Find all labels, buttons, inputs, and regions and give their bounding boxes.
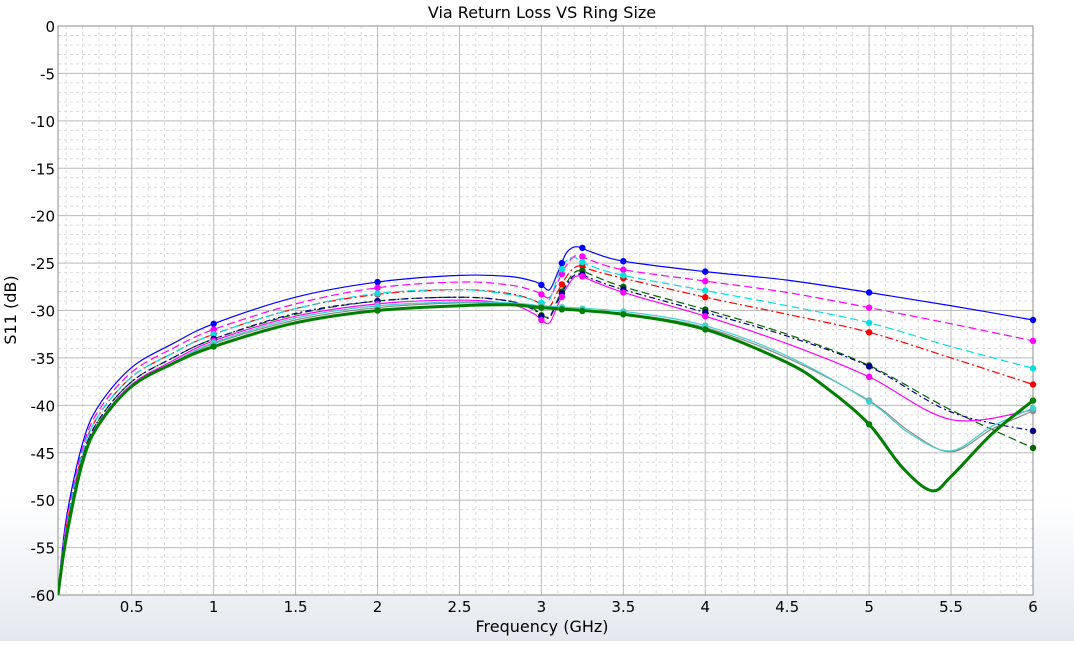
x-tick-label: 0.5 [120, 598, 144, 616]
series-7-marker [865, 373, 873, 381]
series-4-marker [1029, 365, 1037, 372]
series-10-marker [865, 421, 873, 428]
series-7-marker [558, 293, 566, 300]
y-tick-label: -20 [31, 208, 56, 226]
x-tick-label: 5.5 [939, 598, 963, 616]
series-line-10 [58, 303, 1033, 595]
major-grid [58, 25, 1034, 596]
series-line-2 [58, 254, 1033, 595]
x-tick-label: 5 [864, 598, 874, 616]
series-7-marker [702, 312, 709, 320]
series-4-marker [865, 319, 873, 327]
series-10-marker [702, 326, 709, 333]
series-9-marker [374, 302, 381, 309]
series-3-marker [1029, 381, 1037, 388]
series-10-marker [620, 311, 627, 318]
plot-frame [57, 25, 1034, 596]
series-6-marker [865, 363, 873, 370]
y-tick-label: -10 [31, 113, 56, 131]
series-2-marker [538, 291, 545, 298]
series-10-marker [1029, 397, 1037, 404]
series-7-marker [620, 289, 627, 296]
series-2-marker [374, 284, 381, 291]
series-3-marker [558, 281, 566, 288]
x-tick-label: 3.5 [611, 598, 635, 616]
series-1-marker [702, 268, 709, 275]
series-7-marker [538, 316, 545, 324]
series-5-marker [1029, 444, 1037, 452]
y-tick-label: 0 [45, 18, 55, 36]
series-1-marker [374, 278, 381, 286]
y-tick-label: -30 [31, 303, 56, 321]
series-10-marker [538, 304, 545, 311]
x-tick-label: 2 [373, 598, 383, 616]
series-4-marker [579, 258, 586, 266]
y-tick-label: -50 [31, 492, 56, 510]
series-4-marker [558, 266, 566, 273]
x-axis-ticks: 0.5 1 1.5 2 2.5 3 3.5 4 4.5 5 5.5 6 [120, 598, 1038, 616]
x-tick-label: 1.5 [284, 598, 308, 616]
series-2-marker [1029, 337, 1037, 345]
x-tick-label: 3 [537, 598, 547, 616]
y-tick-label: -15 [31, 160, 56, 178]
series-10-marker [374, 307, 381, 314]
series-4-marker [374, 290, 381, 297]
series-7-marker [579, 273, 586, 280]
x-tick-label: 2.5 [448, 598, 472, 616]
chart-title: Via Return Loss VS Ring Size [428, 3, 656, 22]
x-tick-label: 6 [1028, 598, 1038, 616]
series-1-marker [210, 320, 217, 327]
series-6-marker [1029, 427, 1037, 435]
series-line-3 [58, 265, 1033, 595]
series-2-marker [558, 270, 566, 278]
series-3-marker [865, 329, 873, 336]
series-1-marker [865, 289, 873, 296]
series-10-marker [210, 343, 217, 350]
series-2-marker [579, 253, 586, 260]
y-tick-label: -55 [31, 540, 56, 558]
y-tick-label: -25 [31, 255, 56, 273]
series-4-marker [620, 272, 627, 279]
series-2-marker [210, 326, 217, 333]
marker-layer [210, 244, 1037, 452]
series-2-marker [620, 266, 627, 273]
y-tick-label: -45 [31, 445, 56, 463]
series-1-marker [1029, 316, 1037, 324]
x-tick-label: 1 [209, 598, 219, 616]
series-9-marker [1029, 404, 1037, 412]
series-2-marker [865, 304, 873, 311]
series-10-marker [558, 306, 566, 313]
series-9-marker [865, 398, 873, 405]
series-1-marker [579, 244, 586, 252]
y-axis-ticks: 0 -5 -10 -15 -20 -25 -30 -35 -40 -45 -50 -55 -60 [31, 18, 56, 605]
y-tick-label: -35 [31, 350, 56, 368]
x-tick-label: 4 [700, 598, 710, 616]
series-1-marker [538, 281, 545, 289]
series-3-marker [702, 294, 709, 301]
y-tick-label: -5 [40, 65, 55, 83]
x-axis-label: Frequency (GHz) [475, 617, 608, 636]
series-1-marker [620, 257, 627, 265]
series-1-marker [558, 259, 566, 267]
y-axis-label: S11 (dB) [1, 275, 20, 344]
series-2-marker [702, 277, 709, 285]
y-tick-label: -40 [31, 397, 56, 415]
y-tick-label: -60 [31, 587, 56, 605]
x-tick-label: 4.5 [775, 598, 799, 616]
series-4-marker [210, 331, 217, 338]
series-4-marker [702, 287, 709, 294]
series-10-marker [579, 307, 586, 315]
